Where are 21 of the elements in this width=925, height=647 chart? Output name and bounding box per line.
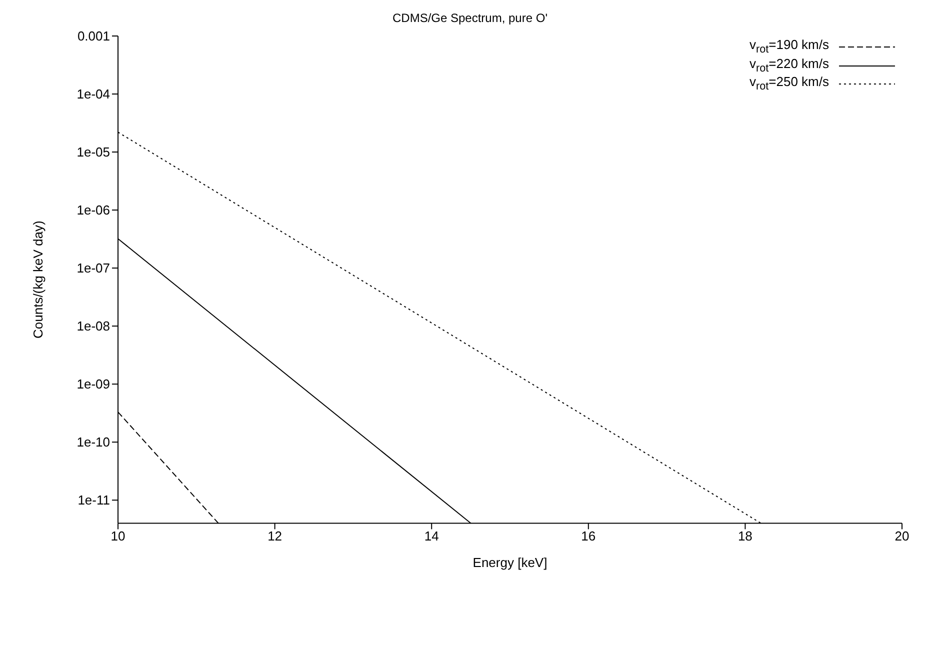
- y-tick-label: 1e-04: [76, 86, 110, 102]
- y-tick-label: 1e-06: [76, 202, 110, 218]
- x-tick-label: 16: [581, 528, 596, 544]
- legend-label: v$_{rot}$=250 km/s: [750, 74, 829, 94]
- x-tick-label: 10: [110, 528, 126, 544]
- legend-label: v$_{rot}$=190 km/s: [750, 37, 829, 57]
- y-tick-label: 0.001: [77, 28, 110, 44]
- x-axis-title: Energy [keV]: [472, 555, 548, 570]
- x-tick-label: 20: [894, 528, 910, 544]
- chart-title: CDMS/Ge Spectrum, pure O': [392, 11, 548, 25]
- y-tick-label: 1e-07: [76, 260, 110, 276]
- y-tick-label: 1e-08: [76, 318, 110, 334]
- x-tick-label: 14: [424, 528, 439, 544]
- y-tick-label: 1e-09: [76, 376, 110, 392]
- x-tick-label: 12: [268, 528, 282, 544]
- y-tick-label: 1e-10: [76, 434, 110, 450]
- legend-label: v$_{rot}$=220 km/s: [750, 56, 829, 76]
- x-tick-label: 18: [738, 528, 752, 544]
- y-tick-label: 1e-11: [78, 492, 110, 508]
- y-tick-label: 1e-05: [76, 144, 110, 160]
- y-axis-title: Counts/(kg keV day): [30, 220, 46, 338]
